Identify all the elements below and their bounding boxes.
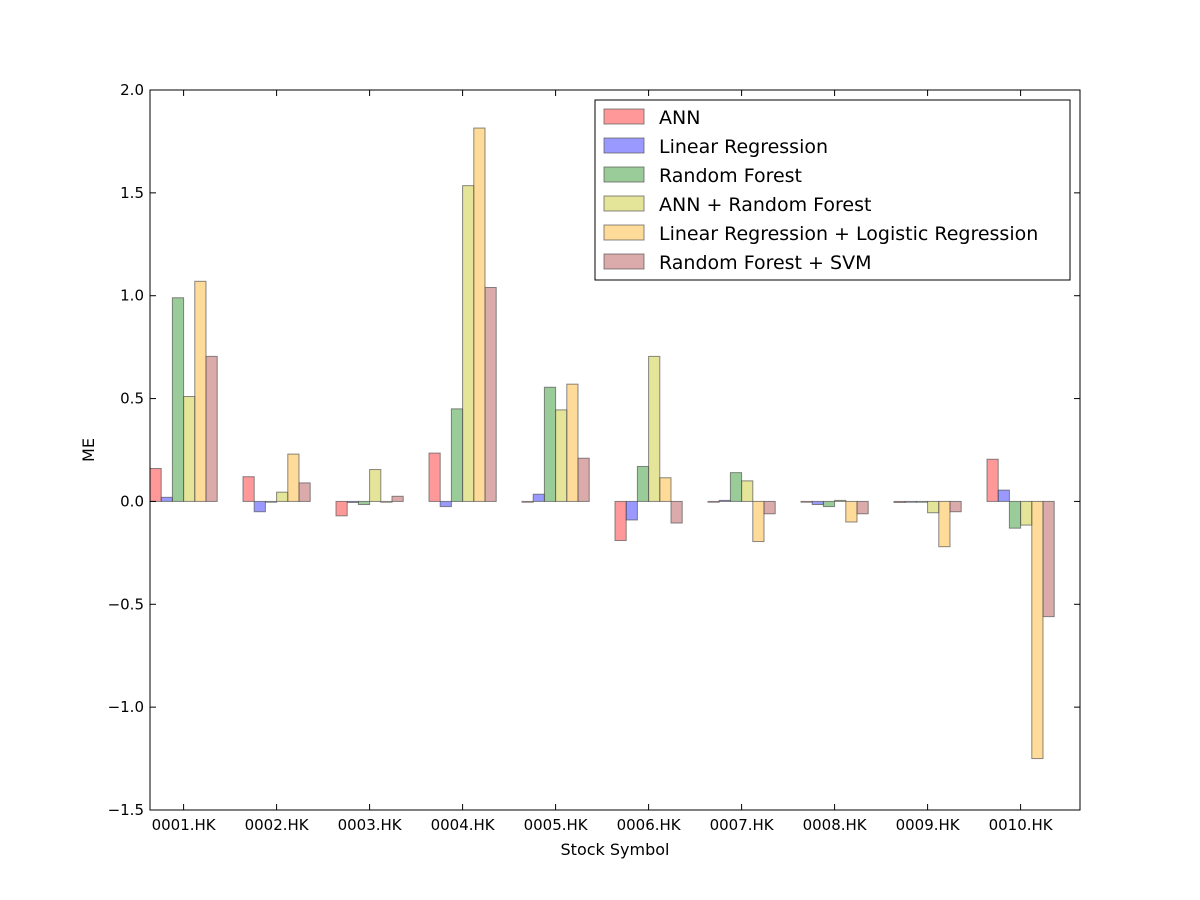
bar-0007.HK-series-0 — [707, 500, 720, 503]
x-tick-label: 0003.HK — [338, 816, 403, 834]
x-tick-label: 0002.HK — [245, 816, 310, 834]
legend-label: Linear Regression + Logistic Regression — [659, 223, 1038, 245]
y-tick-label: 2.0 — [120, 81, 144, 99]
y-tick-label: 0.0 — [120, 492, 144, 510]
bar-0008.HK-series-5 — [856, 500, 869, 515]
bar-0006.HK-series-3 — [648, 355, 661, 502]
legend-swatch — [603, 137, 645, 154]
x-tick-label: 0008.HK — [803, 816, 868, 834]
bar-0010.HK-series-2 — [1008, 500, 1022, 529]
bar-0006.HK-series-5 — [670, 500, 683, 524]
bar-0001.HK-series-5 — [205, 355, 218, 502]
bar-0009.HK-series-4 — [938, 500, 951, 548]
x-tick-label: 0004.HK — [431, 816, 496, 834]
bar-0008.HK-series-0 — [800, 500, 813, 503]
legend-box — [594, 99, 1071, 281]
bar-0005.HK-series-3 — [555, 409, 568, 502]
bar-0008.HK-series-1 — [811, 500, 824, 506]
bar-0010.HK-series-5 — [1042, 500, 1055, 618]
bar-0004.HK-series-0 — [428, 452, 441, 502]
x-tick-label: 0007.HK — [710, 816, 775, 834]
x-tick-label: 0001.HK — [152, 816, 217, 834]
ticks-layer: −1.5 −1.0 −0.5 0.0 0.5 1.0 1.5 2.0 0001.HK 0002.H… — [108, 81, 1080, 834]
bar-0004.HK-series-2 — [450, 408, 464, 502]
y-tick-label: −1.0 — [108, 698, 144, 716]
legend-swatch — [603, 166, 645, 183]
x-tick-label: 0010.HK — [989, 816, 1054, 834]
bar-0002.HK-series-2 — [264, 500, 278, 503]
bar-0002.HK-series-3 — [276, 491, 289, 502]
bar-0007.HK-series-5 — [763, 500, 776, 515]
bar-0006.HK-series-2 — [636, 465, 650, 502]
y-tick-label: 1.0 — [120, 287, 144, 305]
x-tick-label: 0006.HK — [617, 816, 682, 834]
legend-swatch — [603, 253, 645, 270]
bar-0005.HK-series-2 — [543, 386, 557, 502]
bar-0002.HK-series-4 — [287, 453, 300, 502]
bar-0010.HK-series-3 — [1020, 500, 1033, 526]
bar-0007.HK-series-2 — [729, 472, 743, 502]
legend-swatch — [603, 108, 645, 125]
bar-0010.HK-series-4 — [1031, 500, 1044, 760]
legend-swatch — [603, 195, 645, 212]
plot-frame — [149, 89, 1081, 811]
legend-label: ANN — [659, 107, 700, 129]
bar-0001.HK-series-1 — [160, 496, 173, 502]
legend-swatch — [603, 224, 645, 241]
bar-0004.HK-series-3 — [462, 185, 475, 502]
bars-layer — [149, 127, 1055, 760]
y-tick-label: 0.5 — [120, 390, 144, 408]
y-tick-label: 1.5 — [120, 184, 144, 202]
bar-0009.HK-series-1 — [904, 500, 917, 503]
x-tick-label: 0005.HK — [524, 816, 589, 834]
bar-0009.HK-series-3 — [927, 500, 940, 514]
bar-0006.HK-series-1 — [625, 500, 638, 521]
x-axis-label: Stock Symbol — [561, 840, 670, 859]
bar-0001.HK-series-3 — [183, 396, 196, 502]
bar-0003.HK-series-0 — [335, 500, 348, 517]
bar-0003.HK-series-3 — [369, 469, 382, 502]
bar-0002.HK-series-1 — [253, 500, 266, 513]
bar-0008.HK-series-2 — [822, 500, 836, 508]
bar-0004.HK-series-4 — [473, 127, 486, 502]
bar-0010.HK-series-1 — [997, 489, 1010, 502]
bar-0003.HK-series-5 — [391, 495, 404, 502]
bar-0005.HK-series-1 — [532, 493, 545, 502]
bar-0002.HK-series-5 — [298, 482, 311, 502]
legend-label: Random Forest + SVM — [659, 252, 871, 274]
bar-0001.HK-series-4 — [194, 280, 207, 502]
bar-0001.HK-series-2 — [171, 297, 185, 502]
bar-0001.HK-series-0 — [149, 468, 162, 502]
legend-label: Random Forest — [659, 165, 802, 187]
bar-0003.HK-series-1 — [346, 500, 359, 503]
bar-0005.HK-series-5 — [577, 457, 590, 502]
bar-0007.HK-series-4 — [752, 500, 765, 543]
legend: ANN Linear Regression Random Forest ANN + R… — [594, 99, 1071, 281]
bar-0004.HK-series-1 — [439, 500, 452, 508]
bar-0008.HK-series-4 — [845, 500, 858, 523]
bar-0002.HK-series-0 — [242, 476, 255, 502]
legend-label: ANN + Random Forest — [659, 194, 871, 216]
bar-0008.HK-series-3 — [834, 499, 847, 502]
y-tick-label: −0.5 — [108, 595, 144, 613]
bar-0010.HK-series-0 — [986, 458, 999, 502]
bar-0005.HK-series-0 — [521, 500, 534, 503]
bar-0009.HK-series-2 — [915, 500, 929, 503]
x-tick-label: 0009.HK — [896, 816, 961, 834]
bar-0006.HK-series-4 — [659, 477, 672, 502]
bar-0006.HK-series-0 — [614, 500, 627, 542]
bar-0004.HK-series-5 — [484, 286, 497, 502]
bar-0003.HK-series-4 — [380, 500, 393, 503]
y-axis-label: ME — [79, 438, 98, 462]
y-tick-label: −1.5 — [108, 801, 144, 819]
bar-0009.HK-series-5 — [949, 500, 962, 513]
bar-0007.HK-series-3 — [741, 480, 754, 502]
bar-0007.HK-series-1 — [718, 499, 731, 502]
bar-0005.HK-series-4 — [566, 383, 579, 502]
bar-0003.HK-series-2 — [357, 500, 371, 506]
bar-0009.HK-series-0 — [893, 500, 906, 503]
legend-label: Linear Regression — [659, 136, 828, 158]
